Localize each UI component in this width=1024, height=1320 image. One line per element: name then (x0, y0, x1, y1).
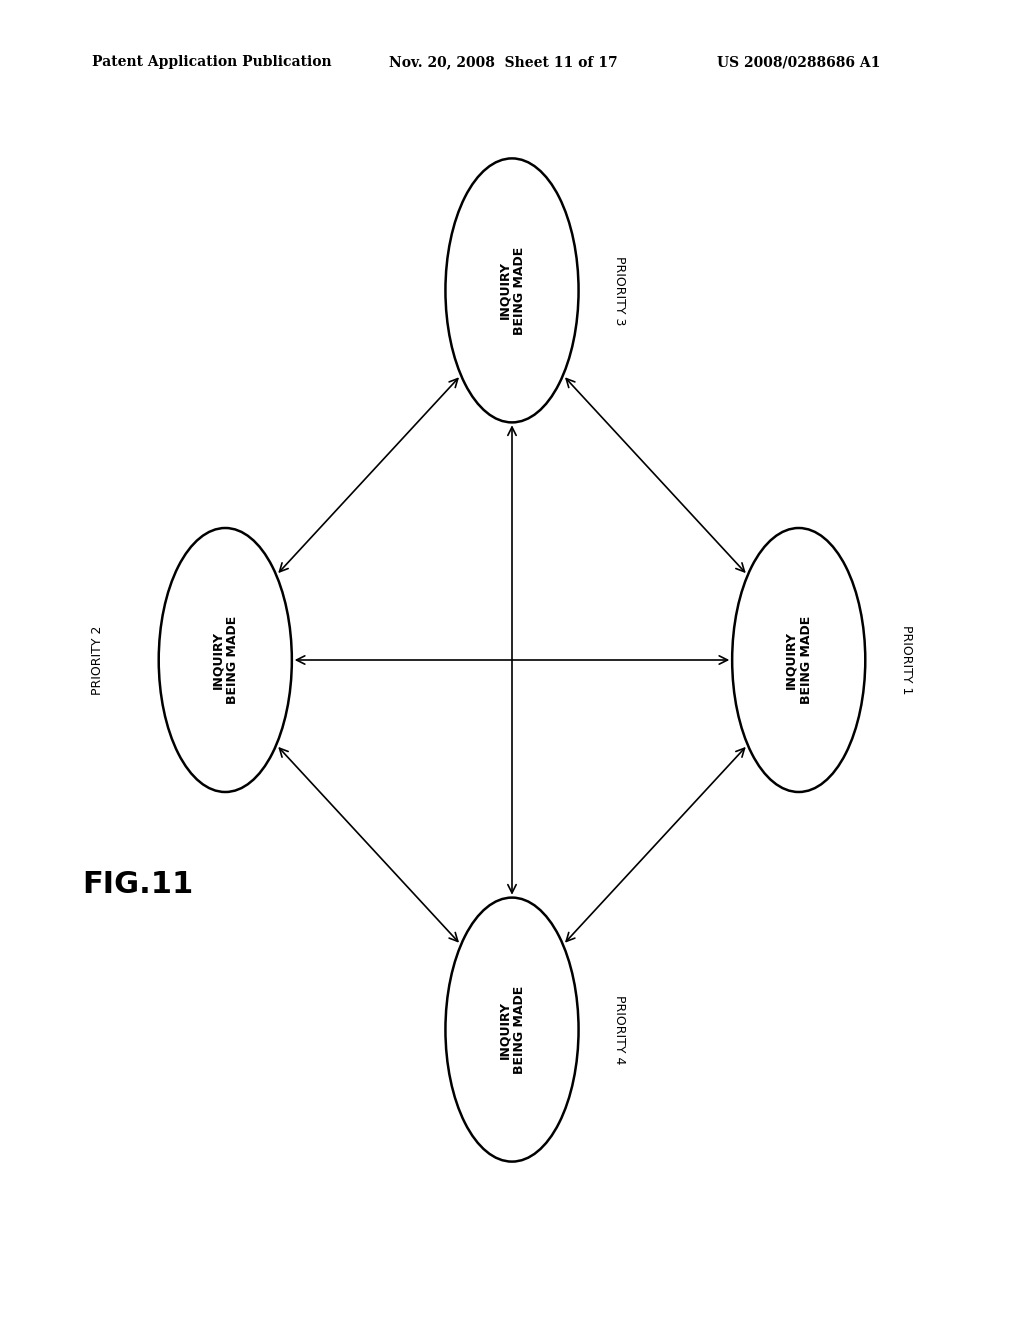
Text: Patent Application Publication: Patent Application Publication (92, 55, 332, 70)
Text: PRIORITY 1: PRIORITY 1 (900, 626, 912, 694)
Text: PRIORITY 2: PRIORITY 2 (91, 626, 103, 694)
Ellipse shape (159, 528, 292, 792)
Text: INQUIRY
BEING MADE: INQUIRY BEING MADE (211, 616, 240, 704)
Text: PRIORITY 4: PRIORITY 4 (613, 995, 626, 1064)
Text: Nov. 20, 2008  Sheet 11 of 17: Nov. 20, 2008 Sheet 11 of 17 (389, 55, 617, 70)
Ellipse shape (445, 158, 579, 422)
Ellipse shape (445, 898, 579, 1162)
Text: FIG.11: FIG.11 (82, 870, 194, 899)
Text: US 2008/0288686 A1: US 2008/0288686 A1 (717, 55, 881, 70)
Text: INQUIRY
BEING MADE: INQUIRY BEING MADE (498, 247, 526, 334)
Text: PRIORITY 3: PRIORITY 3 (613, 256, 626, 325)
Ellipse shape (732, 528, 865, 792)
Text: INQUIRY
BEING MADE: INQUIRY BEING MADE (498, 986, 526, 1073)
Text: INQUIRY
BEING MADE: INQUIRY BEING MADE (784, 616, 813, 704)
